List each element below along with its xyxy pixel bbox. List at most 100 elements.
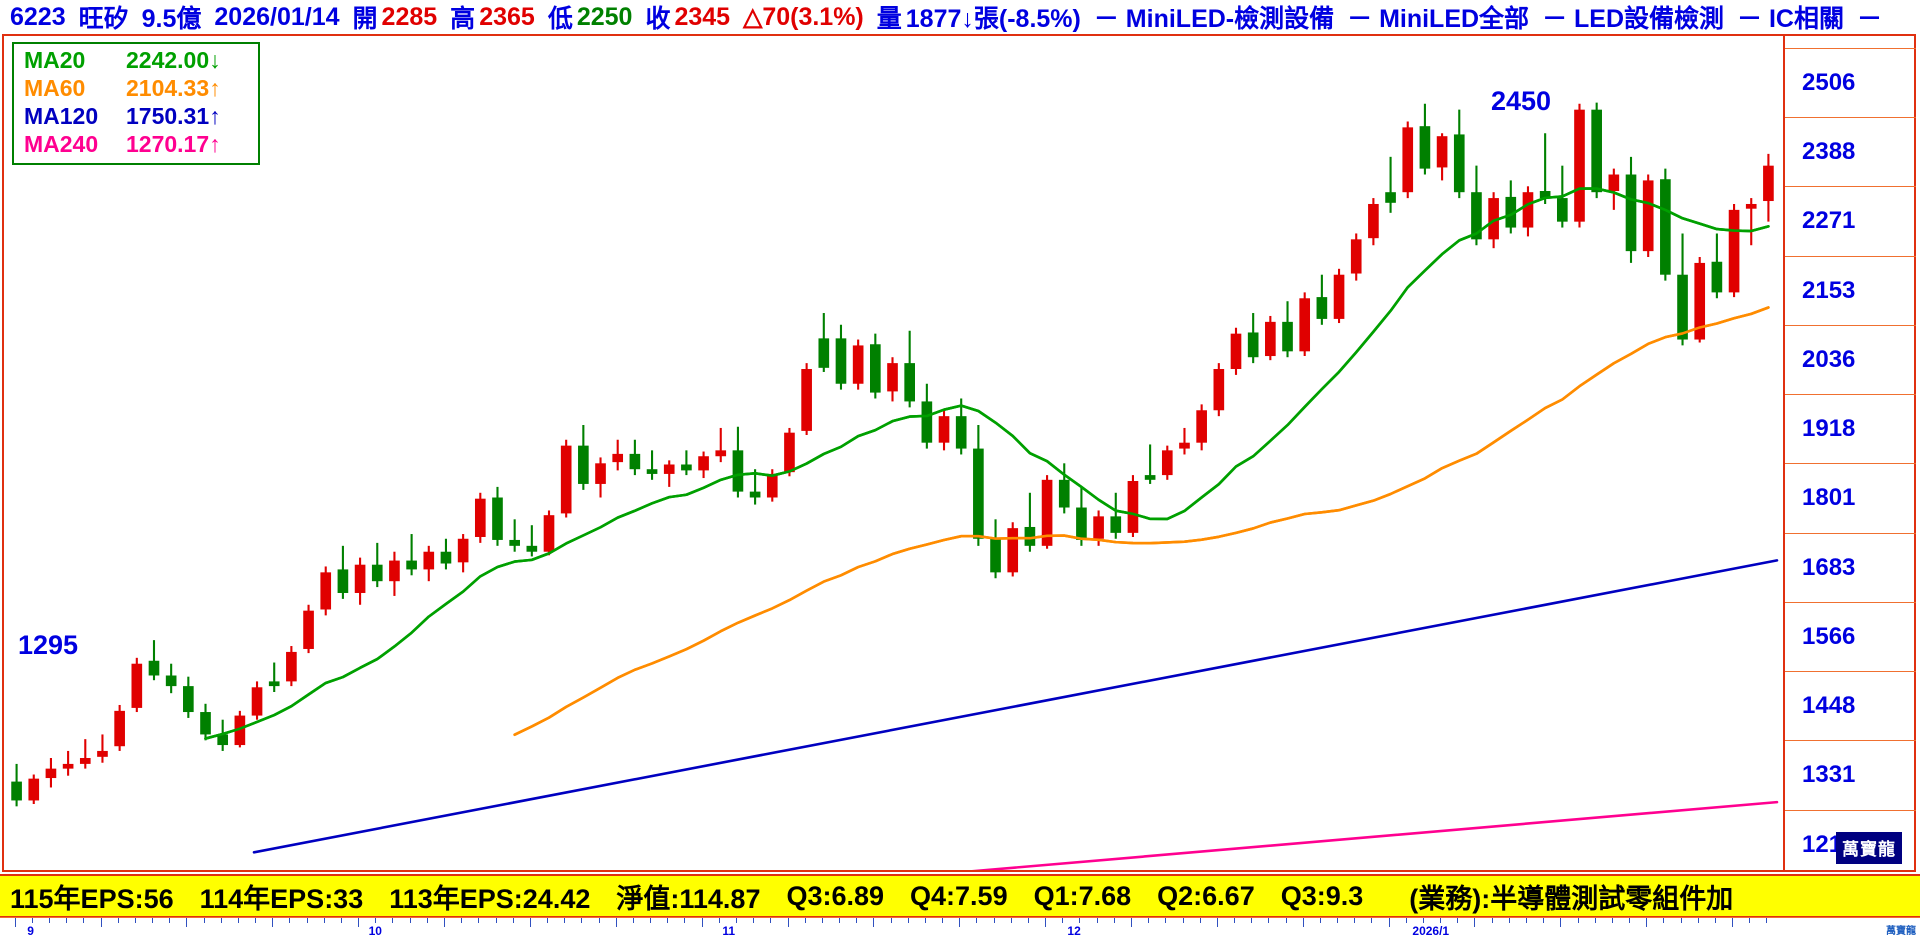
date-tick: [959, 918, 961, 927]
date-tick: [667, 918, 669, 923]
tag-ic-related[interactable]: － IC相關: [1737, 5, 1844, 33]
date-tick: [512, 918, 514, 923]
date-tick: [1027, 918, 1029, 923]
date-tick: [770, 918, 772, 923]
date-tick: [1629, 918, 1630, 923]
eps-115: 115年EPS:56: [10, 883, 174, 914]
date-tick: [1491, 918, 1493, 923]
ma240-value: 1270.17↑: [126, 131, 221, 157]
price-axis-label: 1918: [1785, 394, 1916, 463]
date-tick: [529, 918, 531, 927]
stock-code[interactable]: 6223: [10, 2, 66, 31]
date-tick: [1045, 918, 1047, 927]
eps-114: 114年EPS:33: [199, 883, 364, 914]
date-tick: [1165, 918, 1167, 923]
date-tick: [1663, 918, 1665, 923]
date-tick: [1422, 918, 1424, 923]
ma-line-ma20: [204, 187, 1770, 740]
date-tick: [220, 918, 222, 923]
date-tick: [289, 918, 291, 923]
date-tick: [48, 918, 50, 923]
tag-more[interactable]: －: [1856, 5, 1882, 33]
date-tick: [976, 918, 978, 923]
date-tick: [1113, 918, 1115, 923]
period-high-annotation: 2450: [1491, 86, 1552, 116]
date-tick: [1388, 918, 1390, 927]
business-description: (業務):半導體測試零組件加: [1409, 883, 1734, 914]
date-tick: [1182, 918, 1184, 923]
book-value: 淨值:114.87: [616, 883, 761, 914]
price-axis-label: 2271: [1785, 186, 1916, 256]
date-tick: [1732, 918, 1734, 927]
q3-prev: Q3:6.89: [786, 880, 885, 911]
ma-line-ma120: [252, 559, 1779, 854]
stock-name[interactable]: 旺矽: [78, 5, 129, 33]
date-tick: [237, 918, 239, 923]
high-value: 2365: [479, 2, 535, 31]
ma-legend-row-ma120: MA120 1750.31↑: [14, 103, 258, 131]
date-tick: [924, 918, 926, 923]
date-tick: [169, 918, 171, 923]
date-tick: [478, 918, 480, 923]
date-tick: [186, 918, 188, 927]
date-tick: [255, 918, 256, 923]
date-tick: [993, 918, 995, 923]
date-tick: [444, 918, 445, 927]
date-tick: [306, 918, 308, 923]
date-tick: [323, 918, 325, 923]
candlestick-plot[interactable]: [4, 36, 1783, 870]
date-tick: [1560, 918, 1562, 927]
ma20-label: MA20: [24, 47, 86, 73]
date-tick: [753, 918, 755, 923]
tag-miniled-inspect[interactable]: － MiniLED-檢測設備: [1093, 5, 1335, 33]
date-tick: [1714, 918, 1716, 923]
date-tick: [787, 918, 789, 927]
date-tick: [1766, 918, 1768, 923]
date-tick: [1543, 918, 1545, 923]
date-tick: [1405, 918, 1407, 923]
fundamentals-bar: 115年EPS:56 114年EPS:33 113年EPS:24.42 淨值:1…: [0, 874, 1920, 917]
date-tick: [340, 918, 342, 923]
close-label: 收: [645, 5, 671, 33]
watermark-badge: 萬寶龍: [1836, 832, 1902, 864]
axis-watermark: 萬寶龍: [1886, 926, 1916, 937]
date-tick: [1010, 918, 1012, 923]
high-label: 高: [450, 5, 476, 33]
open-label: 開: [352, 5, 378, 33]
q2: Q2:6.67: [1157, 880, 1255, 911]
low-value: 2250: [576, 2, 633, 31]
date-tick: [1474, 918, 1476, 927]
date-tick: [1440, 918, 1442, 923]
date-tick: [1234, 918, 1235, 923]
price-axis-label: 2388: [1785, 117, 1916, 186]
date-tick: [701, 918, 703, 927]
ma120-label: MA120: [24, 103, 99, 129]
date-tick: [839, 918, 840, 923]
date-tick: [1457, 918, 1459, 923]
ma-legend-row-ma240: MA240 1270.17↑: [14, 131, 258, 159]
tag-miniled-all[interactable]: － MiniLED全部: [1347, 5, 1530, 33]
tag-led-inspect[interactable]: － LED設備檢測: [1542, 5, 1725, 33]
q4-prev: Q4:7.59: [910, 880, 1008, 911]
price-axis-label: 2153: [1785, 255, 1916, 325]
date-axis-label: 2026/1: [1412, 924, 1450, 938]
date-tick: [1697, 918, 1699, 923]
date-tick: [83, 918, 85, 923]
date-tick: [1062, 918, 1064, 923]
date-tick: [684, 918, 686, 923]
date-tick: [31, 918, 33, 923]
price-axis: 2506 2388 2271 2153 2036 1918 1801 1683 1566 1448…: [1783, 36, 1916, 870]
date-tick: [1371, 918, 1373, 923]
date-tick: [718, 918, 720, 923]
date-tick: [66, 918, 68, 923]
date-tick: [1268, 918, 1270, 923]
date-tick: [375, 918, 377, 923]
date-tick: [461, 918, 463, 923]
date-tick: [1216, 918, 1218, 927]
date-axis-label: 12: [1067, 924, 1081, 938]
date-tick: [650, 918, 652, 923]
date-tick: [615, 918, 617, 927]
date-tick: [1337, 918, 1338, 923]
market-cap: 9.5億: [141, 5, 202, 33]
plot-svg: [11, 102, 1779, 870]
